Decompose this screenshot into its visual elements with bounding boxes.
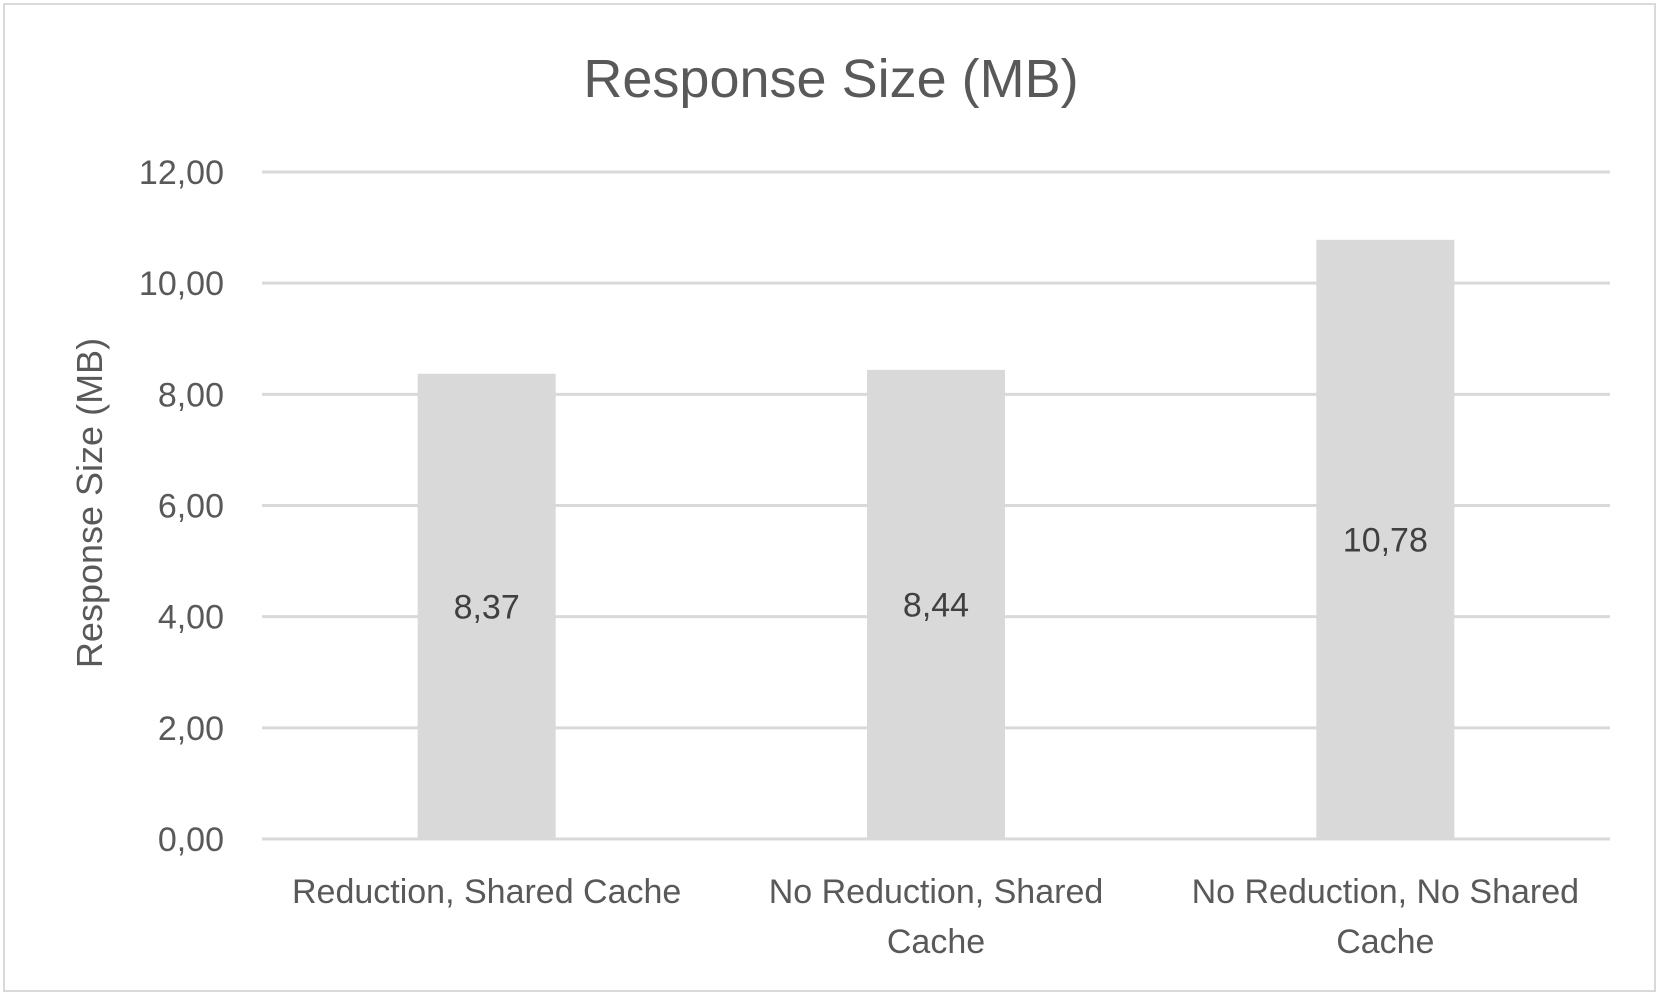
y-tick-label: 0,00 <box>158 821 224 859</box>
y-tick-label: 2,00 <box>158 710 224 748</box>
y-tick-label: 12,00 <box>139 154 224 192</box>
y-tick-label: 10,00 <box>139 265 224 303</box>
x-categories: Reduction, Shared Cache No Reduction, Sha… <box>292 873 1579 961</box>
bar <box>417 373 556 839</box>
y-tick-label: 8,00 <box>158 376 224 414</box>
y-axis-title: Response Size (MB) <box>69 338 110 668</box>
bar <box>1316 239 1455 840</box>
y-tick-label: 4,00 <box>158 599 224 637</box>
data-labels: 8,37 8,44 10,78 <box>454 521 1428 626</box>
bar <box>867 369 1005 839</box>
x-category-label: Cache <box>887 923 985 961</box>
x-category-label: Reduction, Shared Cache <box>292 873 681 911</box>
chart-title: Response Size (MB) <box>583 49 1078 109</box>
bar-value-label: 8,37 <box>454 588 520 626</box>
x-category-label: Cache <box>1336 923 1434 961</box>
x-category-label: No Reduction, Shared <box>769 873 1104 911</box>
y-ticks: 0,00 2,00 4,00 6,00 8,00 10,00 12,00 <box>139 154 224 859</box>
bar-value-label: 8,44 <box>903 586 969 624</box>
y-tick-label: 6,00 <box>158 488 224 526</box>
bar-value-label: 10,78 <box>1343 521 1428 559</box>
x-category-label: No Reduction, No Shared <box>1192 873 1579 911</box>
bars <box>417 239 1455 840</box>
